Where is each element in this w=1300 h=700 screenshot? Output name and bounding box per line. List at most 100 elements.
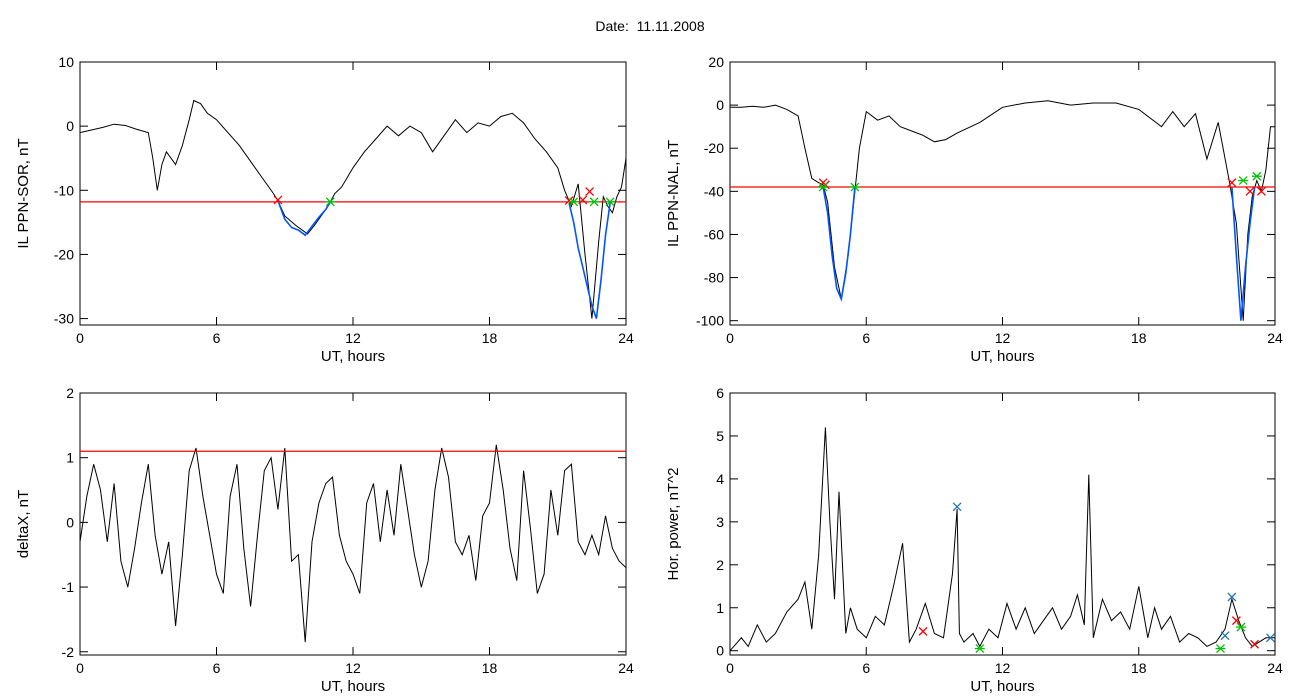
- marker-stroke: [1227, 178, 1237, 188]
- y-tick-label: -20: [704, 140, 724, 156]
- marker-star: [568, 197, 579, 207]
- marker-cross: [952, 502, 962, 512]
- x-axis-label: UT, hours: [970, 348, 1034, 365]
- x-tick-label: 18: [482, 660, 498, 676]
- x-tick-label: 0: [726, 330, 734, 346]
- marker-cross: [585, 187, 595, 197]
- x-tick-label: 12: [345, 330, 361, 346]
- marker-cross: [1265, 633, 1275, 643]
- marker-stroke: [952, 502, 962, 512]
- marker-star: [1238, 176, 1249, 186]
- y-tick-label: 0: [716, 97, 724, 113]
- series-line: [730, 100, 1275, 321]
- marker-stroke: [1250, 639, 1260, 649]
- marker-stroke: [918, 626, 928, 636]
- marker-star: [974, 644, 985, 654]
- marker-star: [325, 197, 336, 207]
- marker-star: [849, 182, 860, 192]
- series-line: [80, 99, 626, 319]
- series-line: [80, 444, 626, 643]
- y-tick-label: 4: [716, 471, 724, 487]
- y-tick-label: -1: [62, 579, 75, 595]
- x-axis-label: UT, hours: [321, 678, 385, 695]
- marker-cross: [273, 195, 283, 205]
- y-axis-label: IL PPN-NAL, nT: [665, 140, 682, 247]
- y-tick-label: -40: [704, 183, 724, 199]
- y-tick-label: -20: [54, 246, 74, 262]
- y-tick-label: 5: [716, 428, 724, 444]
- series-line: [730, 427, 1275, 652]
- plot-frame: [729, 61, 1276, 326]
- marker-star: [1251, 171, 1262, 181]
- marker-cross: [1220, 631, 1230, 641]
- y-tick-label: -2: [62, 644, 75, 660]
- y-axis-label: Hor. power, nT^2: [665, 468, 682, 581]
- chart-ppn-nal: 0 6 12 18 24 -100 -80 -60 -40 -20 0 20 UT, hours IL P…: [665, 54, 1283, 365]
- marker-cross: [1227, 592, 1237, 602]
- marker-stroke: [564, 196, 574, 206]
- plot-frame: [79, 392, 627, 656]
- marker-star: [589, 197, 600, 207]
- x-tick-label: 6: [862, 660, 870, 676]
- series-line: [277, 200, 331, 237]
- marker-stroke: [1256, 186, 1266, 196]
- x-tick-label: 6: [213, 330, 221, 346]
- marker-star: [818, 182, 829, 192]
- series-line: [568, 202, 611, 319]
- y-tick-label: -80: [704, 270, 724, 286]
- marker-stroke: [273, 195, 283, 205]
- marker-stroke: [1245, 186, 1255, 196]
- y-tick-label: 6: [716, 385, 724, 401]
- chart-ppn-sor: 0 6 12 18 24 -30 -20 -10 0 10 UT, hours IL PPN-SOR,…: [15, 54, 634, 365]
- x-tick-label: 18: [1131, 330, 1147, 346]
- marker-cross: [578, 195, 588, 205]
- marker-star: [605, 197, 616, 207]
- y-tick-label: 3: [716, 514, 724, 530]
- x-tick-label: 6: [862, 330, 870, 346]
- x-tick-label: 0: [76, 660, 84, 676]
- x-tick-label: 12: [345, 660, 361, 676]
- marker-cross: [1231, 616, 1241, 626]
- marker-cross: [1250, 639, 1260, 649]
- plot-frame: [729, 392, 1276, 656]
- y-tick-label: 0: [716, 643, 724, 659]
- x-tick-label: 12: [995, 660, 1011, 676]
- x-tick-label: 24: [618, 330, 634, 346]
- x-tick-label: 6: [213, 660, 221, 676]
- x-tick-label: 24: [618, 660, 634, 676]
- x-tick-label: 0: [76, 330, 84, 346]
- y-tick-label: 1: [716, 600, 724, 616]
- series-line: [822, 186, 856, 302]
- y-axis-label: IL PPN-SOR, nT: [15, 138, 32, 248]
- y-tick-label: 0: [66, 514, 74, 530]
- x-tick-label: 24: [1267, 330, 1283, 346]
- marker-cross: [1245, 186, 1255, 196]
- y-tick-label: 1: [66, 450, 74, 466]
- y-tick-label: -100: [696, 313, 724, 329]
- x-tick-label: 0: [726, 660, 734, 676]
- x-tick-label: 12: [995, 330, 1011, 346]
- y-tick-label: 2: [716, 557, 724, 573]
- marker-cross: [1227, 178, 1237, 188]
- x-tick-label: 18: [1131, 660, 1147, 676]
- x-tick-label: 18: [482, 330, 498, 346]
- plot-frame: [79, 61, 627, 326]
- marker-stroke: [578, 195, 588, 205]
- marker-stroke: [1231, 616, 1241, 626]
- marker-star: [1235, 622, 1246, 632]
- x-axis-label: UT, hours: [970, 678, 1034, 695]
- series-line: [1231, 186, 1256, 321]
- x-tick-label: 24: [1267, 660, 1283, 676]
- x-axis-label: UT, hours: [321, 348, 385, 365]
- y-tick-label: -60: [704, 226, 724, 242]
- y-tick-label: 10: [58, 54, 74, 70]
- marker-stroke: [1220, 631, 1230, 641]
- marker-cross: [918, 626, 928, 636]
- marker-star: [1215, 644, 1226, 654]
- page-title: Date: 11.11.2008: [595, 18, 705, 34]
- y-tick-label: 0: [66, 118, 74, 134]
- y-tick-label: 2: [66, 385, 74, 401]
